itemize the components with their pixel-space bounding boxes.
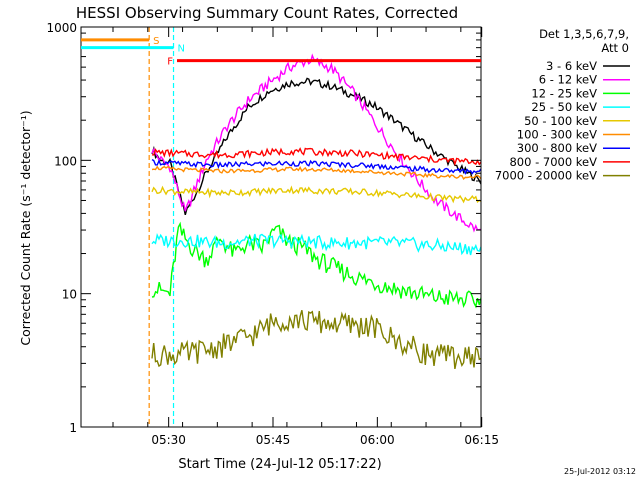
- series-line-4: [151, 233, 481, 256]
- y-tick-label-4: 1000: [46, 21, 77, 35]
- plot-area: [148, 27, 481, 427]
- x-axis: 05:30 05:45 06:00 06:15: [112, 27, 499, 447]
- x-axis-label: Start Time (24-Jul-12 05:17:22): [178, 457, 381, 472]
- plot-frame: [80, 26, 482, 428]
- series-line-5: [151, 185, 481, 204]
- mode-bar-label-1: S: [153, 36, 159, 47]
- legend-label-3: 12 - 25 keV: [531, 86, 597, 100]
- chart-title: HESSI Observing Summary Count Rates, Cor…: [76, 4, 458, 22]
- y-tick-label-3: 100: [54, 154, 77, 168]
- series-line-8: [151, 147, 481, 167]
- y-axis-label: Corrected Count Rate (s⁻¹ detector⁻¹): [18, 110, 33, 345]
- series-line-6: [151, 165, 481, 181]
- mode-bar-label-2: N: [178, 44, 185, 55]
- footer-timestamp: 25-Jul-2012 03:12: [564, 467, 636, 476]
- legend-label-5: 50 - 100 keV: [524, 114, 597, 128]
- series-line-9: [151, 310, 481, 370]
- y-tick-label-2: 10: [62, 288, 77, 302]
- legend-label-1: 3 - 6 keV: [546, 59, 597, 73]
- legend-label-4: 25 - 50 keV: [531, 100, 597, 114]
- series-line-3: [151, 221, 481, 309]
- series-line-2: [151, 53, 481, 233]
- legend-title-attenuator: Att 0: [601, 41, 629, 55]
- series-line-1: [151, 77, 481, 215]
- x-tick-label-2: 05:45: [256, 433, 291, 447]
- legend-title-detectors: Det 1,3,5,6,7,9,: [539, 27, 629, 41]
- legend-label-8: 800 - 7000 keV: [509, 155, 597, 169]
- series-line-7: [151, 158, 481, 175]
- legend-label-7: 300 - 800 keV: [517, 141, 597, 155]
- legend-label-2: 6 - 12 keV: [539, 73, 597, 87]
- x-tick-label-4: 06:15: [464, 433, 499, 447]
- x-tick-label-1: 05:30: [151, 433, 186, 447]
- legend-label-6: 100 - 300 keV: [517, 128, 597, 142]
- y-tick-label-1: 1: [69, 421, 77, 435]
- legend-label-9: 7000 - 20000 keV: [495, 169, 597, 183]
- mode-bar-label-3: F: [167, 57, 173, 68]
- y-axis: 1 10 100 1000: [46, 21, 481, 435]
- x-tick-label-3: 06:00: [360, 433, 395, 447]
